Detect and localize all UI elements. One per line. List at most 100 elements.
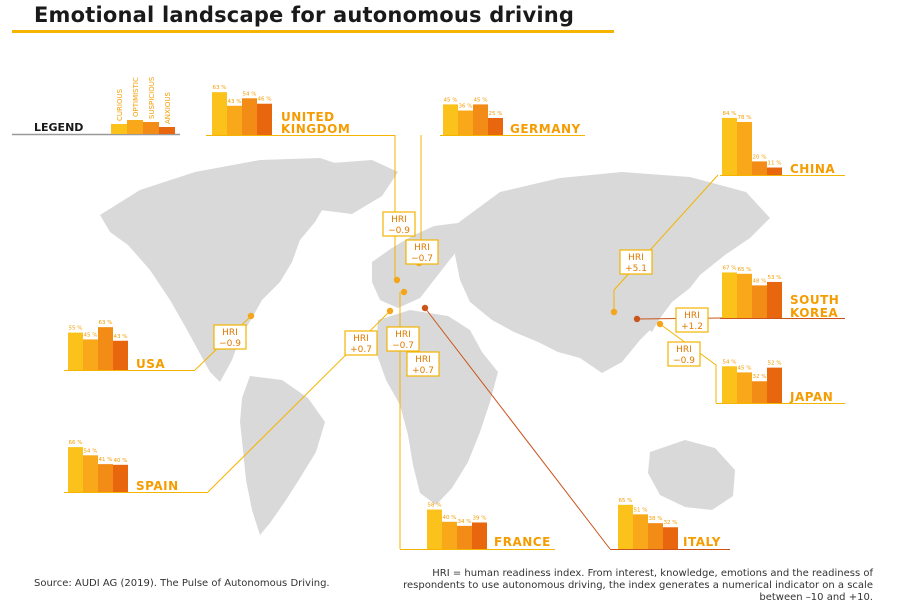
hri-label: HRI — [684, 311, 700, 321]
country-panel-japan: 54 %45 %32 % 52 % JAPAN — [716, 359, 845, 404]
hri-box — [405, 239, 439, 265]
hri-box — [213, 324, 247, 350]
value-label: 53 % — [768, 275, 782, 281]
value-label: 34 % — [458, 519, 472, 525]
location-dot-china — [610, 308, 618, 316]
value-label: 45 % — [474, 97, 488, 103]
leader-line-japan — [659, 323, 717, 403]
bar-south-korea-curious — [722, 272, 737, 318]
hri-value: +0.7 — [412, 366, 434, 376]
value-label: 32 % — [664, 520, 678, 526]
chart-title: Emotional landscape for autonomous drivi… — [34, 3, 575, 27]
hri-badge-united-kingdom: HRI−0.9 — [382, 211, 416, 237]
value-label: 65 % — [619, 498, 633, 504]
legend-label-curious: CURIOUS — [116, 88, 124, 121]
bar-spain-curious — [68, 447, 83, 492]
location-dot-france — [400, 288, 408, 296]
bar-south-korea-anxious — [767, 281, 782, 318]
country-name: UNITED — [281, 110, 335, 124]
value-label: 38 % — [649, 516, 663, 522]
hri-badge-france: HRI−0.7 — [386, 326, 420, 352]
bar-united-kingdom-suspicious — [242, 98, 257, 135]
map-japan — [645, 290, 662, 332]
hri-badge-japan: HRI−0.9 — [667, 341, 701, 367]
hri-value: −0.9 — [219, 339, 241, 349]
hri-value: +5.1 — [625, 264, 647, 274]
hri-value: −0.7 — [411, 254, 433, 264]
country-name: USA — [136, 357, 165, 371]
value-label: 55 % — [69, 326, 83, 332]
location-dot-italy — [421, 304, 429, 312]
source-note: Source: AUDI AG (2019). The Pulse of Aut… — [34, 578, 330, 589]
value-label: 20 % — [753, 154, 767, 160]
hri-value: −0.9 — [388, 226, 410, 236]
map-greenland — [300, 160, 398, 214]
bar-france-anxious — [472, 522, 487, 549]
value-label: 40 % — [114, 458, 128, 464]
legend-label-optimistic: OPTIMISTIC — [132, 77, 140, 117]
bar-italy-anxious — [663, 527, 678, 549]
bar-usa-optimistic — [83, 339, 98, 370]
map-north-america — [100, 158, 350, 382]
value-label: 48 % — [753, 278, 767, 284]
hri-box — [675, 307, 709, 333]
hri-box — [619, 249, 653, 275]
hri-badge-south-korea: HRI+1.2 — [675, 307, 709, 333]
hri-box — [382, 211, 416, 237]
hri-value: +1.2 — [681, 322, 703, 332]
map-south-america — [240, 376, 325, 535]
country-panel-germany: 45 %36 %45 % 25 % GERMANY — [440, 97, 585, 136]
value-label: 78 % — [738, 115, 752, 121]
legend: LEGEND CURIOUS OPTIMISTIC SUSPICIOUS ANXIOUS — [12, 76, 180, 136]
value-label: 32 % — [753, 374, 767, 380]
country-name: KINGDOM — [281, 122, 350, 136]
bar-china-curious — [722, 117, 737, 175]
hri-badge-china: HRI+5.1 — [619, 249, 653, 275]
bar-china-anxious — [767, 167, 782, 175]
bar-italy-curious — [618, 504, 633, 549]
country-panel-china: 84 %78 % 20 %11 % CHINA — [720, 111, 845, 176]
legend-swatch-optimistic — [127, 120, 143, 134]
bar-united-kingdom-anxious — [257, 103, 272, 135]
title-underline — [12, 30, 614, 33]
bar-spain-anxious — [113, 464, 128, 492]
value-label: 51 % — [634, 507, 648, 513]
legend-title: LEGEND — [34, 121, 83, 134]
bar-south-korea-optimistic — [737, 273, 752, 318]
hri-badge-spain: HRI+0.7 — [344, 330, 378, 356]
value-label: 54 % — [84, 448, 98, 454]
bar-italy-suspicious — [648, 523, 663, 549]
bar-france-optimistic — [442, 521, 457, 549]
value-label: 46 % — [258, 97, 272, 103]
bar-germany-anxious — [488, 118, 503, 135]
hri-box — [386, 326, 420, 352]
hri-box — [406, 351, 440, 377]
country-panel-italy: 65 %51 %38 %32 % ITALY — [610, 498, 730, 550]
hri-label: HRI — [415, 355, 431, 365]
hri-label: HRI — [676, 345, 692, 355]
bar-france-suspicious — [457, 525, 472, 549]
value-label: 45 % — [84, 332, 98, 338]
bar-germany-curious — [443, 104, 458, 135]
country-panel-spain: 66 %54 %41 % 40 % SPAIN — [64, 440, 208, 493]
legend-label-suspicious: SUSPICIOUS — [148, 76, 156, 119]
country-name: ITALY — [683, 535, 721, 549]
value-label: 58 % — [428, 503, 442, 509]
location-dot-united-kingdom — [393, 276, 401, 284]
hri-value: +0.7 — [350, 345, 372, 355]
hri-label: HRI — [353, 334, 369, 344]
bar-italy-optimistic — [633, 514, 648, 549]
country-name: CHINA — [790, 162, 835, 176]
value-label: 11 % — [768, 161, 782, 167]
country-name: JAPAN — [789, 390, 833, 404]
bar-germany-suspicious — [473, 104, 488, 135]
leader-line-china — [613, 174, 719, 312]
location-dot-usa — [247, 312, 255, 320]
country-name: KOREA — [790, 306, 838, 320]
value-label: 39 % — [473, 515, 487, 521]
legend-label-anxious: ANXIOUS — [164, 91, 172, 124]
value-label: 84 % — [723, 111, 737, 117]
